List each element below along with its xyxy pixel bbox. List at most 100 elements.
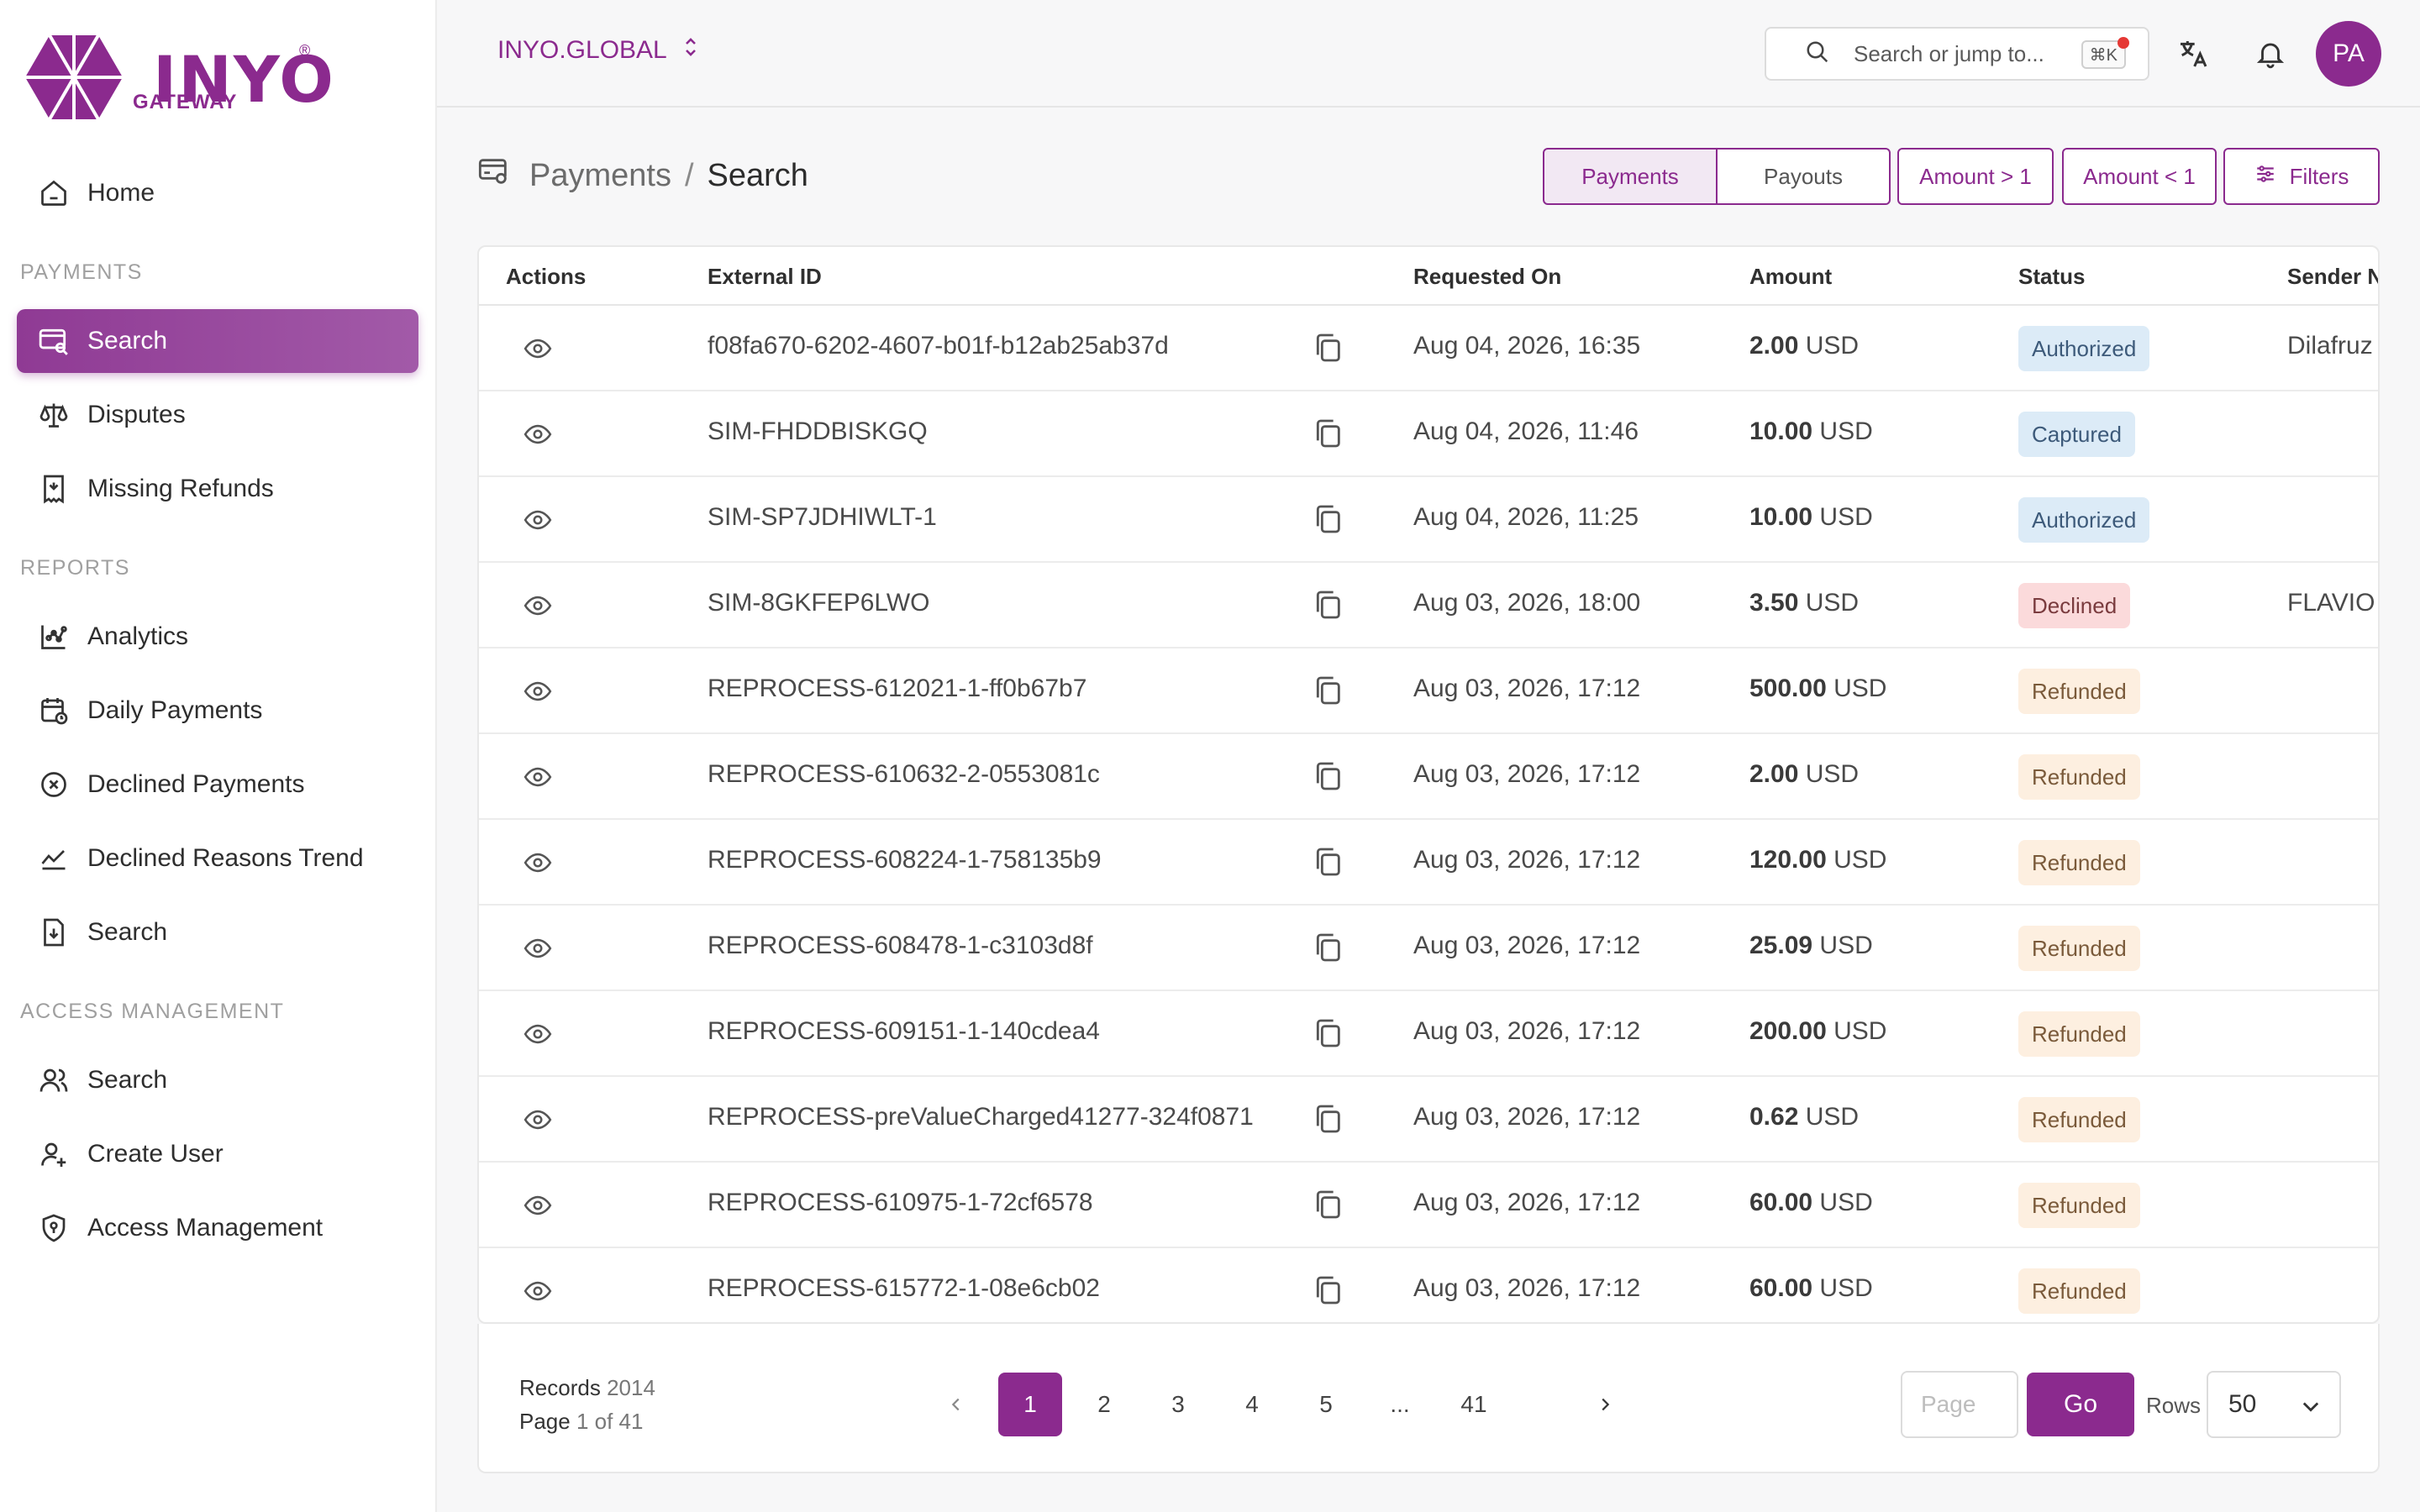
status-badge: Refunded	[2018, 1183, 2140, 1228]
bell-icon[interactable]	[2250, 34, 2291, 74]
user-plus-icon	[37, 1137, 71, 1171]
copy-icon[interactable]	[1311, 417, 1344, 454]
status-badge: Declined	[2018, 583, 2131, 628]
copy-icon[interactable]	[1311, 331, 1344, 369]
col-external-id[interactable]: External ID	[708, 264, 822, 289]
external-id: REPROCESS-609151-1-140cdea4	[708, 1017, 1100, 1045]
sidebar-item-daily-payments[interactable]: Daily Payments	[17, 679, 418, 743]
payments-table: Actions External ID Requested On Amount …	[477, 245, 2380, 1324]
external-id: f08fa670-6202-4607-b01f-b12ab25ab37d	[708, 332, 1169, 360]
sender-name: FLAVIO	[2287, 589, 2375, 617]
copy-icon[interactable]	[1311, 1273, 1344, 1311]
col-status[interactable]: Status	[2018, 264, 2086, 289]
breadcrumb: Payments / Search	[477, 155, 808, 197]
page-button-41[interactable]: 41	[1460, 1391, 1487, 1417]
eye-icon[interactable]	[523, 848, 553, 881]
external-id: REPROCESS-608478-1-c3103d8f	[708, 932, 1093, 959]
sidebar-item-label: Home	[87, 179, 155, 207]
requested-on: Aug 03, 2026, 17:12	[1413, 932, 1641, 959]
amount-currency: USD	[1805, 589, 1860, 617]
filter-chip-amount-lt[interactable]: Amount < 1	[2062, 148, 2217, 205]
sidebar-item-access-management[interactable]: Access Management	[17, 1196, 418, 1260]
amount-currency: USD	[1833, 1017, 1887, 1045]
document-download-icon	[37, 916, 71, 949]
copy-icon[interactable]	[1311, 1188, 1344, 1226]
eye-icon[interactable]	[523, 506, 553, 538]
page-button-1[interactable]: 1	[998, 1373, 1062, 1436]
inyo-logo[interactable]: INYO ® GATEWAY	[25, 30, 334, 123]
sidebar-item-missing-refunds[interactable]: Missing Refunds	[17, 457, 418, 521]
search-placeholder: Search or jump to...	[1854, 40, 2044, 66]
copy-icon[interactable]	[1311, 588, 1344, 626]
section-access-management: ACCESS MANAGEMENT	[20, 1000, 285, 1023]
x-circle-icon	[37, 768, 71, 801]
amount-value: 0.62	[1749, 1103, 1799, 1131]
global-search[interactable]: Search or jump to... ⌘K	[1765, 27, 2149, 81]
chevron-updown-icon	[682, 35, 699, 66]
sidebar-item-users-search[interactable]: Search	[17, 1048, 418, 1112]
toggle-payments[interactable]: Payments	[1543, 148, 1718, 205]
eye-icon[interactable]	[523, 1277, 553, 1310]
sidebar-item-declined-reasons-trend[interactable]: Declined Reasons Trend	[17, 827, 418, 890]
page-button-4[interactable]: 4	[1245, 1391, 1259, 1417]
copy-icon[interactable]	[1311, 1102, 1344, 1140]
requested-on: Aug 03, 2026, 17:12	[1413, 1189, 1641, 1216]
eye-icon[interactable]	[523, 1020, 553, 1053]
col-amount[interactable]: Amount	[1749, 264, 1833, 289]
sidebar-item-reports-search[interactable]: Search	[17, 900, 418, 964]
copy-icon[interactable]	[1311, 845, 1344, 883]
page-button-5[interactable]: 5	[1319, 1391, 1333, 1417]
table-row: REPROCESS-608478-1-c3103d8f Aug 03, 2026,…	[479, 906, 2378, 991]
copy-icon[interactable]	[1311, 931, 1344, 969]
notification-dot	[2118, 37, 2129, 49]
breadcrumb-parent[interactable]: Payments	[529, 157, 671, 193]
copy-icon[interactable]	[1311, 674, 1344, 711]
eye-icon[interactable]	[523, 1105, 553, 1138]
go-button[interactable]: Go	[2027, 1373, 2134, 1436]
status-badge: Authorized	[2018, 326, 2150, 371]
sidebar-item-disputes[interactable]: Disputes	[17, 383, 418, 447]
amount-value: 500.00	[1749, 675, 1827, 702]
next-page-button[interactable]	[1573, 1373, 1637, 1436]
filter-chip-amount-gt[interactable]: Amount > 1	[1897, 148, 2054, 205]
copy-icon[interactable]	[1311, 502, 1344, 540]
sidebar-item-create-user[interactable]: Create User	[17, 1122, 418, 1186]
amount: 25.09 USD	[1749, 932, 1873, 960]
requested-on: Aug 03, 2026, 18:00	[1413, 589, 1641, 617]
sidebar-item-analytics[interactable]: Analytics	[17, 605, 418, 669]
eye-icon[interactable]	[523, 420, 553, 453]
eye-icon[interactable]	[523, 1191, 553, 1224]
sidebar-item-payments-search[interactable]: Search	[17, 309, 418, 373]
card-icon	[477, 155, 511, 197]
prev-page-button[interactable]	[924, 1373, 988, 1436]
org-switcher[interactable]: INYO.GLOBAL	[497, 35, 699, 66]
translate-icon[interactable]	[2173, 34, 2213, 74]
requested-on: Aug 03, 2026, 17:12	[1413, 760, 1641, 788]
page-number-input[interactable]	[1901, 1371, 2018, 1438]
filters-button[interactable]: Filters	[2223, 148, 2380, 205]
page-button-2[interactable]: 2	[1097, 1391, 1111, 1417]
copy-icon[interactable]	[1311, 1016, 1344, 1054]
scale-icon	[37, 398, 71, 432]
page-button-3[interactable]: 3	[1171, 1391, 1185, 1417]
sidebar-item-declined-payments[interactable]: Declined Payments	[17, 753, 418, 816]
amount-value: 120.00	[1749, 846, 1827, 874]
registered-mark: ®	[299, 42, 311, 59]
eye-icon[interactable]	[523, 334, 553, 367]
col-requested-on[interactable]: Requested On	[1413, 264, 1562, 289]
user-avatar[interactable]: PA	[2316, 21, 2381, 87]
col-sender[interactable]: Sender N	[2287, 264, 2380, 289]
amount-currency: USD	[1805, 760, 1860, 788]
eye-icon[interactable]	[523, 934, 553, 967]
copy-icon[interactable]	[1311, 759, 1344, 797]
sidebar-item-home[interactable]: Home	[17, 161, 418, 225]
rows-per-page-select[interactable]: 50	[2207, 1371, 2341, 1438]
table-row: REPROCESS-610632-2-0553081c Aug 03, 2026,…	[479, 734, 2378, 820]
eye-icon[interactable]	[523, 591, 553, 624]
external-id: REPROCESS-612021-1-ff0b67b7	[708, 675, 1087, 702]
toggle-payouts[interactable]: Payouts	[1716, 148, 1891, 205]
external-id: SIM-FHDDBISKGQ	[708, 417, 928, 445]
eye-icon[interactable]	[523, 677, 553, 710]
amount-currency: USD	[1819, 1274, 1873, 1302]
eye-icon[interactable]	[523, 763, 553, 795]
